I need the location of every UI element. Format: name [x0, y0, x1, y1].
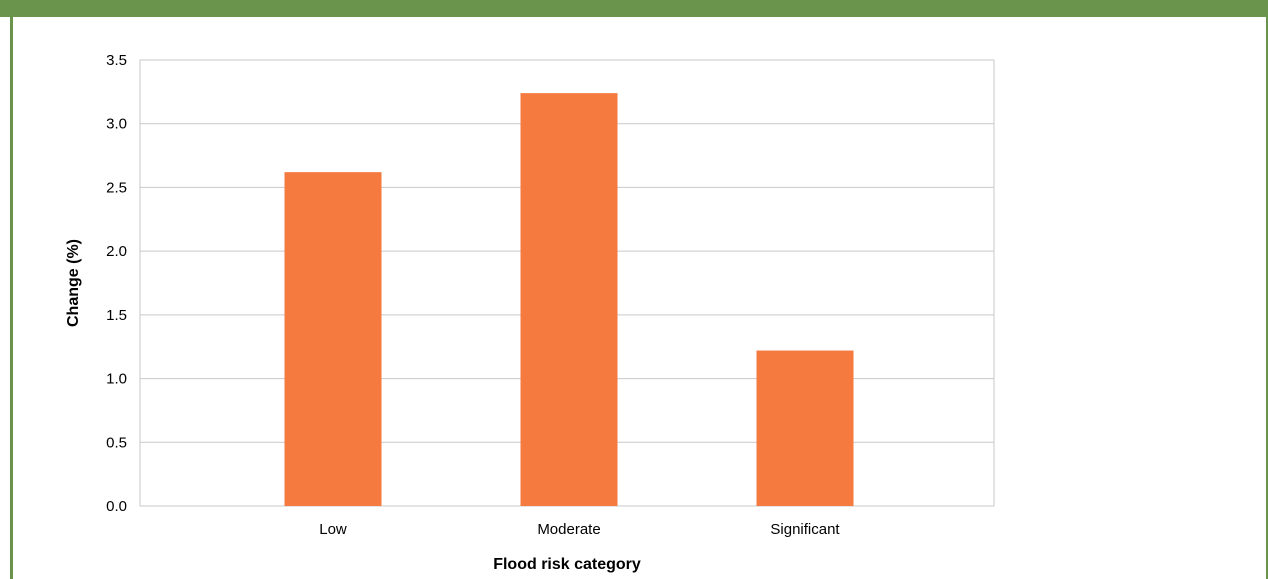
x-tick-label: Low	[319, 521, 347, 538]
y-tick-label: 3.0	[106, 116, 127, 133]
figure-right-border	[1266, 17, 1268, 579]
y-tick-label: 0.5	[106, 434, 127, 451]
bar-moderate	[520, 93, 618, 506]
y-tick-label: 2.5	[106, 179, 127, 196]
figure-left-border	[10, 17, 13, 579]
x-tick-label: Significant	[770, 521, 840, 538]
y-axis-tick-labels: 0.0 0.5 1.0 1.5 2.0 2.5 3.0 3.5	[106, 52, 127, 515]
y-axis-title: Change (%)	[65, 239, 82, 327]
y-tick-label: 1.5	[106, 307, 127, 324]
y-tick-label: 0.0	[106, 498, 127, 515]
figure-header-bar	[0, 0, 1268, 17]
y-tick-label: 3.5	[106, 52, 127, 69]
x-tick-label: Moderate	[537, 521, 600, 538]
y-tick-label: 2.0	[106, 243, 127, 260]
bars	[284, 93, 854, 506]
y-tick-label: 1.0	[106, 371, 127, 388]
x-axis-tick-labels: Low Moderate Significant	[319, 521, 840, 538]
bar-low	[284, 172, 382, 506]
bar-significant	[756, 350, 854, 506]
x-axis-title: Flood risk category	[493, 556, 641, 573]
